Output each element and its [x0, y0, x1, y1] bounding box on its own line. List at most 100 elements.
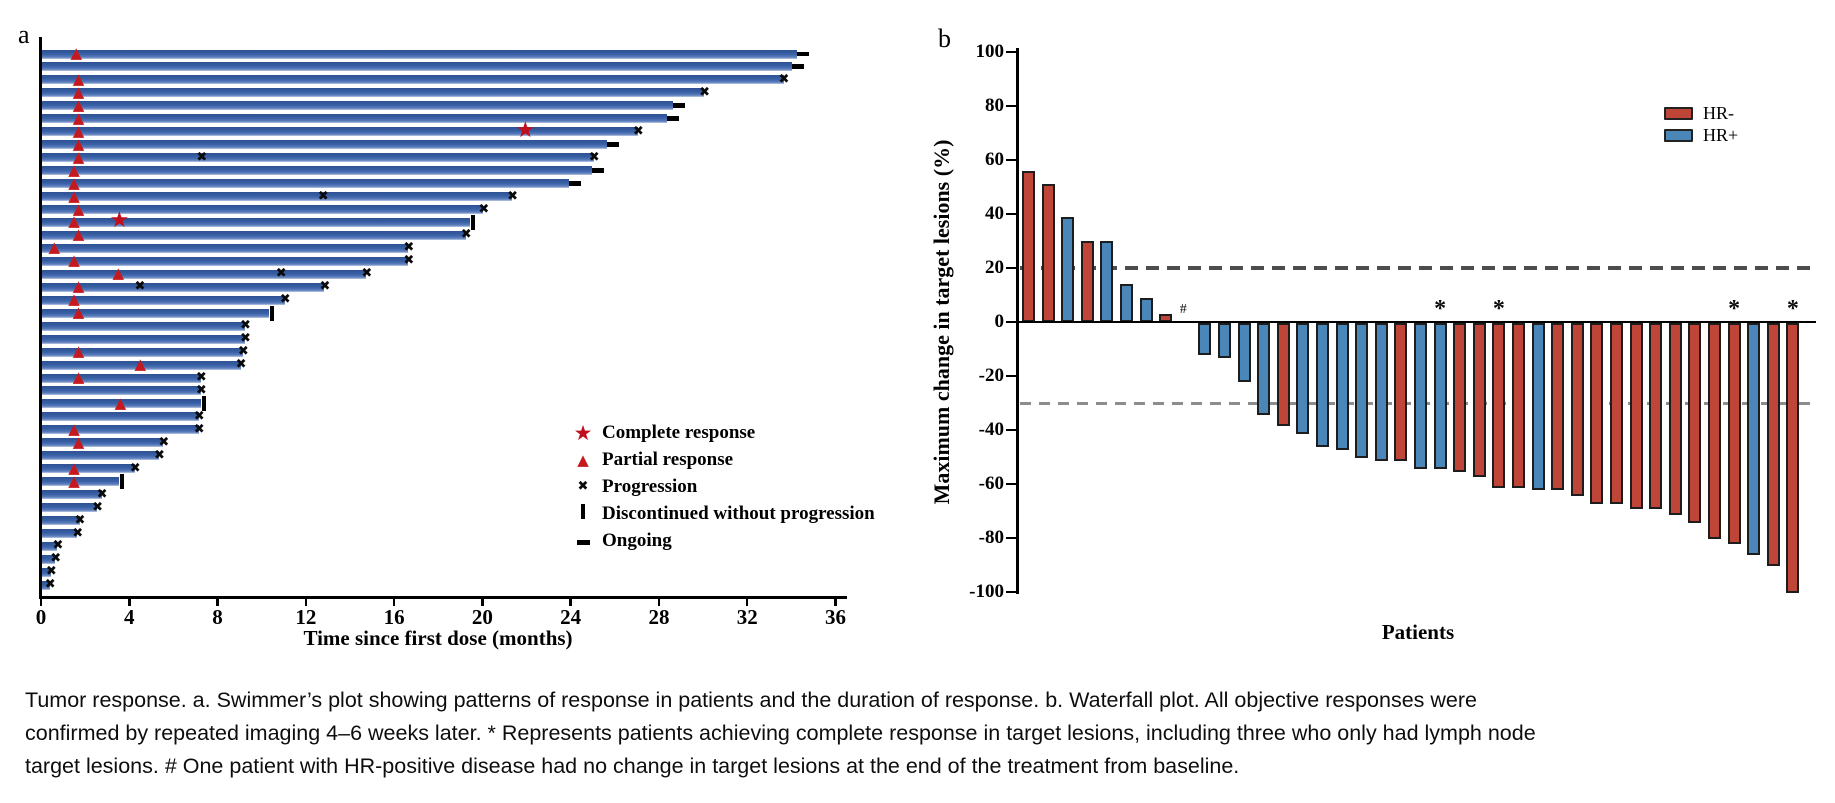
swimmer-bar	[42, 269, 367, 279]
discontinued-bar-marker	[471, 214, 476, 230]
swimmer-bar	[42, 503, 98, 513]
reference-line-20	[1020, 266, 1818, 270]
swimmer-bar	[42, 62, 793, 72]
ongoing-dash-marker	[666, 116, 679, 121]
swimmer-x-axis-tick	[128, 598, 131, 606]
swimmer-x-tick-label: 24	[560, 605, 582, 629]
panel-b-letter: b	[938, 24, 951, 53]
swimmer-bar	[42, 399, 201, 409]
ongoing-dash-marker	[569, 181, 582, 186]
legend-label: Progression	[602, 475, 698, 497]
waterfall-bar	[1512, 323, 1525, 488]
waterfall-y-tick-label: -20	[978, 365, 1004, 386]
partial-response-triangle-marker: ▲	[72, 277, 85, 296]
swimmer-bar	[42, 192, 513, 202]
swimmer-bar	[42, 127, 638, 137]
swimmer-bar	[42, 541, 58, 551]
progression-x-marker: ✖	[153, 447, 165, 463]
partial-response-triangle-marker: ▲	[68, 471, 80, 490]
waterfall-bar	[1041, 184, 1055, 322]
partial-response-triangle-marker: ▲	[68, 173, 80, 192]
partial-response-triangle-marker: ▲	[72, 225, 85, 244]
legend-item-discontinued: Discontinued without progression	[570, 500, 875, 527]
swimmer-x-tick-label: 28	[648, 605, 670, 629]
partial-response-triangle-marker: ▲	[68, 251, 80, 270]
waterfall-bar	[1237, 323, 1251, 383]
waterfall-bar	[1335, 323, 1349, 450]
partial-response-triangle-marker: ▲	[72, 82, 85, 101]
swimmer-x-axis-line	[39, 596, 847, 599]
waterfall-bar	[1061, 216, 1075, 322]
swimmer-x-tick-label: 20	[471, 605, 493, 629]
swimmer-bar	[42, 567, 51, 577]
waterfall-y-tick-label: -100	[969, 581, 1004, 602]
swimmer-bar	[42, 217, 471, 227]
waterfall-y-axis-tick	[1006, 320, 1016, 324]
legend-item-complete-response: ★ Complete response	[570, 419, 875, 446]
legend-label: HR-	[1703, 102, 1734, 123]
swimmer-bar	[42, 49, 797, 59]
swimmer-bar	[42, 334, 246, 344]
progression-x-marker: ✖	[45, 564, 57, 580]
progression-x-marker: ✖	[52, 538, 64, 554]
waterfall-bar	[1453, 323, 1467, 472]
swimmer-bar	[42, 295, 285, 305]
partial-response-triangle-marker: ▲	[72, 147, 85, 166]
swimmer-bar	[42, 360, 241, 370]
progression-x-marker: ✖	[275, 266, 287, 282]
waterfall-y-tick-label: 0	[994, 311, 1005, 332]
swimmer-bar	[42, 101, 674, 111]
waterfall-bar	[1080, 241, 1094, 322]
waterfall-y-axis-tick	[1006, 212, 1016, 216]
waterfall-y-tick-label: -60	[978, 473, 1004, 494]
swimmer-bar	[42, 321, 246, 331]
complete-response-star-icon: ★	[573, 420, 593, 445]
swimmer-bar	[42, 179, 570, 189]
complete-response-asterisk: *	[1434, 296, 1447, 322]
swimmer-bar	[42, 256, 409, 266]
swimmer-bar	[42, 166, 592, 176]
swimmer-bar	[42, 580, 50, 590]
swimmer-x-tick-label: 32	[736, 605, 758, 629]
legend-label: Partial response	[602, 448, 734, 470]
progression-x-marker: ✖	[72, 525, 84, 541]
waterfall-bar	[1668, 323, 1682, 515]
swimmer-x-axis-tick	[304, 598, 308, 606]
swimmer-bar	[42, 425, 199, 435]
progression-x-marker: ✖	[196, 149, 208, 165]
waterfall-bar	[1747, 323, 1761, 556]
swimmer-bar	[42, 230, 466, 240]
swimmer-bar	[42, 205, 484, 215]
partial-response-triangle-marker: ▲	[72, 432, 85, 451]
swimmer-x-axis-title: Time since first dose (months)	[303, 626, 573, 650]
waterfall-y-tick-label: -40	[978, 419, 1004, 440]
swimmer-bar	[42, 114, 667, 124]
waterfall-bar	[1120, 284, 1133, 322]
complete-response-asterisk: *	[1492, 296, 1505, 322]
partial-response-triangle-marker: ▲	[68, 160, 80, 179]
progression-x-marker: ✖	[317, 188, 329, 204]
waterfall-bar	[1139, 297, 1153, 322]
swimmer-x-tick-label: 4	[124, 605, 135, 629]
partial-response-triangle-marker: ▲	[72, 199, 85, 218]
swimmer-x-axis-tick	[392, 598, 396, 606]
waterfall-bar	[1570, 323, 1584, 496]
waterfall-bar	[1688, 323, 1702, 523]
waterfall-bar	[1316, 323, 1329, 448]
waterfall-y-axis-tick	[1006, 482, 1016, 486]
progression-x-marker: ✖	[195, 370, 207, 385]
waterfall-y-axis-tick	[1006, 536, 1016, 540]
no-change-hash: #	[1179, 302, 1187, 317]
progression-x-marker: ✖	[240, 318, 251, 334]
complete-response-asterisk: *	[1786, 296, 1799, 322]
swimmer-x-axis-tick	[481, 598, 484, 606]
swimmer-x-tick-label: 8	[212, 605, 223, 629]
waterfall-bar	[1551, 323, 1565, 491]
swimmer-bar	[42, 529, 78, 539]
swimmer-bar	[42, 88, 705, 98]
partial-response-triangle-marker: ▲	[48, 238, 60, 257]
swimmer-bar	[42, 373, 201, 383]
waterfall-y-tick-label: 60	[985, 149, 1004, 170]
ongoing-dash-marker	[591, 168, 604, 173]
waterfall-y-axis-tick	[1006, 158, 1016, 162]
